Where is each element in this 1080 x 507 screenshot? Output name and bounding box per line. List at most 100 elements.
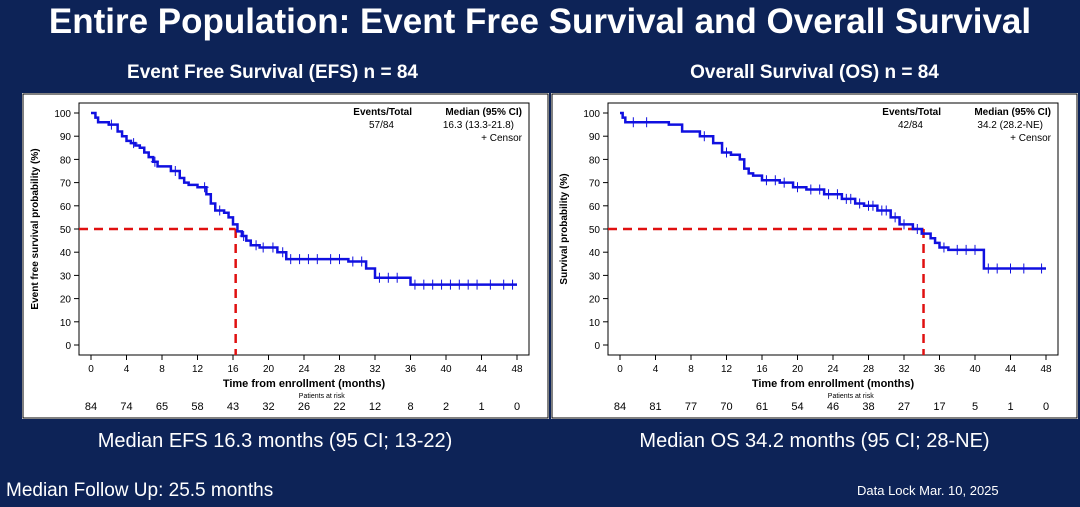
os-censor-mark — [962, 244, 971, 255]
efs-at-risk-count: 0 — [514, 401, 520, 413]
efs-x-axis-label: Time from enrollment (months) — [223, 378, 386, 390]
efs-censor-mark — [259, 242, 268, 253]
efs-x-tick-label: 20 — [263, 364, 275, 375]
efs-at-risk-count: 12 — [369, 401, 381, 413]
os-x-tick-label: 4 — [653, 364, 659, 375]
efs-chart-panel: 0 10 20 30 40 50 60 70 80 90 100 0 4 8 12 16 20 24 28 32 36 4… — [22, 93, 549, 419]
efs-censor-mark — [428, 279, 437, 290]
efs-x-tick-label: 8 — [159, 364, 165, 375]
os-x-tick-label: 28 — [863, 364, 875, 375]
data-lock-date: Data Lock Mar. 10, 2025 — [857, 483, 999, 498]
efs-censor-mark — [268, 242, 277, 253]
os-at-risk-count: 17 — [933, 401, 945, 413]
efs-y-tick-label: 50 — [60, 225, 72, 236]
efs-censor-mark — [464, 279, 473, 290]
os-legend-events-value: 42/84 — [898, 120, 923, 131]
os-x-tick-label: 44 — [1005, 364, 1017, 375]
os-censor-mark — [953, 244, 962, 255]
os-censor-mark — [846, 193, 855, 204]
os-censor-mark — [793, 182, 802, 193]
median-followup: Median Follow Up: 25.5 months — [6, 480, 274, 501]
os-at-risk-count: 81 — [649, 401, 661, 413]
efs-y-axis-label: Event free survival probability (%) — [30, 148, 41, 309]
efs-at-risk-count: 2 — [443, 401, 449, 413]
efs-y-tick-label: 10 — [60, 318, 72, 329]
os-censor-mark — [780, 177, 789, 188]
os-x-tick-label: 32 — [898, 364, 910, 375]
efs-at-risk-count: 65 — [156, 401, 168, 413]
efs-x-tick-label: 48 — [511, 364, 523, 375]
os-legend-median-value: 34.2 (28.2-NE) — [977, 120, 1043, 131]
efs-censor-mark — [508, 279, 517, 290]
os-censor-mark — [806, 184, 815, 195]
os-censor-mark — [1037, 263, 1046, 274]
os-x-tick-label: 48 — [1040, 364, 1052, 375]
os-censor-mark — [824, 189, 833, 200]
efs-at-risk-count: 32 — [262, 401, 274, 413]
efs-censor-mark — [437, 279, 446, 290]
os-censor-mark — [700, 131, 709, 142]
efs-x-tick-label: 36 — [405, 364, 417, 375]
efs-caption: Median EFS 16.3 months (95 CI; 13-22) — [97, 430, 453, 452]
os-survival-curve — [620, 111, 1046, 270]
os-censor-mark — [900, 219, 908, 230]
efs-at-risk-count: 84 — [85, 401, 97, 413]
efs-y-tick-label: 100 — [54, 109, 71, 120]
efs-at-risk-count: 1 — [478, 401, 484, 413]
os-y-tick-label: 20 — [589, 295, 601, 306]
os-chart-panel: 0 10 20 30 40 50 60 70 80 90 100 0 4 8 12 16 20 24 28 32 36 4… — [551, 93, 1078, 419]
os-y-tick-label: 90 — [589, 132, 601, 143]
efs-x-tick-label: 24 — [298, 364, 310, 375]
efs-at-risk-count: 58 — [191, 401, 203, 413]
efs-censor-mark — [348, 256, 357, 267]
efs-y-tick-label: 70 — [60, 179, 72, 190]
efs-at-risk-count: 26 — [298, 401, 310, 413]
efs-censor-mark — [486, 279, 495, 290]
os-y-tick-label: 70 — [589, 179, 601, 190]
os-censor-mark — [833, 189, 842, 200]
os-risk-label: Patients at risk — [828, 393, 874, 400]
efs-censor-mark — [326, 254, 335, 265]
os-censor-mark — [1019, 263, 1028, 274]
os-y-tick-label: 30 — [589, 271, 601, 282]
os-censor-mark — [868, 200, 877, 211]
efs-censor-mark — [107, 119, 116, 130]
efs-at-risk-count: 43 — [227, 401, 239, 413]
os-at-risk-count: 5 — [972, 401, 978, 413]
efs-x-tick-label: 4 — [124, 364, 130, 375]
os-at-risk-count: 84 — [614, 401, 626, 413]
os-censor-mark — [629, 117, 638, 128]
efs-censor-mark — [384, 272, 393, 283]
os-y-axis-label: Survival probability (%) — [559, 173, 570, 284]
efs-x-tick-label: 16 — [227, 364, 239, 375]
efs-censor-mark — [304, 254, 313, 265]
efs-x-tick-label: 12 — [192, 364, 204, 375]
os-y-tick-label: 10 — [589, 318, 601, 329]
os-censor-mark — [939, 242, 948, 253]
efs-censor-mark — [129, 138, 138, 149]
os-x-tick-label: 0 — [617, 364, 623, 375]
os-at-risk-count: 38 — [862, 401, 874, 413]
os-censor-mark — [993, 263, 1002, 274]
efs-x-tick-label: 40 — [440, 364, 452, 375]
efs-y-tick-label: 80 — [60, 155, 72, 166]
os-legend-censor: + Censor — [1010, 133, 1052, 144]
efs-risk-label: Patients at risk — [299, 393, 345, 400]
efs-censor-mark — [357, 256, 366, 267]
efs-censor-mark — [473, 279, 482, 290]
os-censor-mark — [855, 198, 864, 209]
os-censor-mark — [771, 175, 780, 186]
efs-censor-mark — [499, 279, 508, 290]
os-x-tick-label: 20 — [792, 364, 804, 375]
os-x-tick-label: 16 — [756, 364, 768, 375]
os-y-tick-label: 100 — [583, 109, 600, 120]
efs-y-tick-label: 90 — [60, 132, 72, 143]
os-at-risk-count: 70 — [720, 401, 732, 413]
efs-y-tick-label: 20 — [60, 295, 72, 306]
efs-censor-mark — [171, 166, 180, 176]
os-at-risk-count: 77 — [685, 401, 697, 413]
os-at-risk-count: 27 — [898, 401, 910, 413]
os-legend-events-header: Events/Total — [882, 107, 941, 118]
